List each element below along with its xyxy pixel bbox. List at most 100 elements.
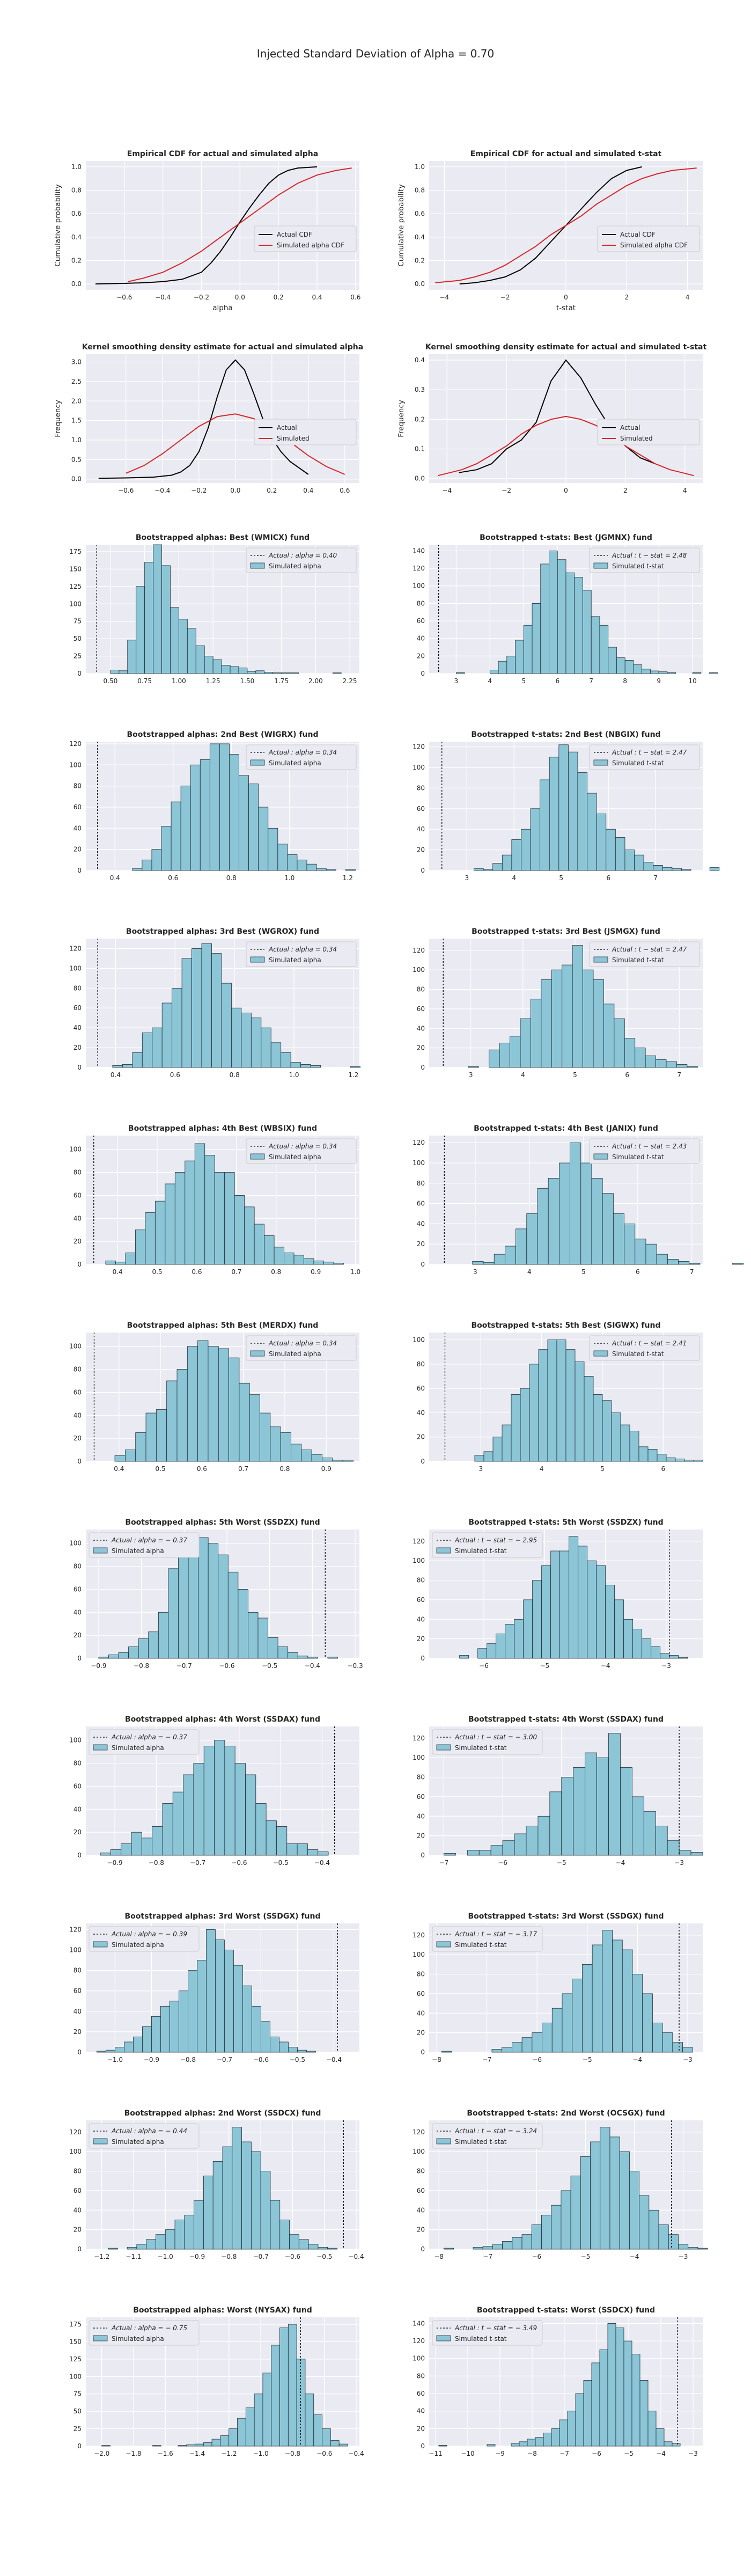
x-tick-label: 0.2 bbox=[267, 487, 277, 494]
histogram-bar bbox=[239, 775, 249, 871]
y-tick-label: 0 bbox=[77, 1851, 82, 1859]
y-axis-label: Cumulative probability bbox=[397, 184, 406, 266]
x-tick-label: 0.2 bbox=[274, 294, 284, 301]
legend-sim-label: Simulated t-stat bbox=[455, 2138, 507, 2146]
legend-box bbox=[246, 1138, 357, 1164]
histogram-bar bbox=[132, 1052, 143, 1068]
histogram-bar bbox=[502, 854, 512, 871]
histogram-bar bbox=[558, 744, 569, 871]
y-tick-label: 0 bbox=[421, 2245, 425, 2253]
histogram-bar bbox=[538, 1349, 548, 1462]
histogram-bar bbox=[506, 655, 516, 674]
histogram-bar bbox=[549, 1791, 562, 1856]
legend-box bbox=[432, 1926, 543, 1952]
histogram-bar bbox=[136, 586, 145, 674]
legend-actual-label: Actual : t − stat = 2.41 bbox=[612, 1340, 687, 1347]
x-tick-label: 4 bbox=[683, 487, 687, 494]
y-tick-label: 80 bbox=[73, 1760, 82, 1767]
histogram-bar bbox=[260, 2171, 271, 2250]
legend-sim-label: Simulated t-stat bbox=[455, 1941, 507, 1949]
histogram-bar bbox=[125, 1450, 136, 1462]
legend-actual-label: Actual : t − stat = − 2.95 bbox=[454, 1536, 537, 1544]
histogram-bar bbox=[455, 672, 465, 674]
legend-sim-label: Simulated alpha bbox=[269, 562, 321, 570]
legend-box bbox=[432, 2123, 543, 2149]
x-tick-label: −0.6 bbox=[116, 294, 132, 301]
histogram-bar bbox=[224, 1172, 235, 1265]
histogram-bar bbox=[251, 2151, 261, 2250]
y-tick-label: 40 bbox=[73, 1024, 82, 1031]
histogram-bar bbox=[203, 1746, 215, 1856]
x-tick-label: 4 bbox=[527, 1268, 532, 1276]
legend-patch bbox=[93, 2138, 108, 2145]
histogram-bar bbox=[114, 1455, 126, 1462]
y-tick-label: 120 bbox=[413, 2128, 425, 2136]
histogram-bar bbox=[105, 1261, 116, 1265]
histogram-bar bbox=[127, 2246, 137, 2250]
histogram-bar bbox=[666, 1061, 677, 1068]
chart-title: Bootstrapped t-stats: 5th Best (SIGWX) f… bbox=[472, 1321, 661, 1330]
x-tick-label: 0.4 bbox=[114, 1465, 124, 1473]
y-tick-label: 25 bbox=[73, 2425, 82, 2433]
histogram-bar bbox=[599, 2350, 608, 2447]
histogram-bar bbox=[642, 669, 651, 674]
subplot-3: Kernel smoothing density estimate for ac… bbox=[32, 343, 376, 521]
histogram-bar bbox=[119, 670, 128, 674]
y-tick-label: 100 bbox=[413, 2355, 425, 2362]
histogram-bar bbox=[145, 1212, 156, 1265]
histogram-bar bbox=[490, 1845, 503, 1856]
histogram-bar bbox=[154, 1201, 166, 1265]
histogram-bar bbox=[195, 645, 205, 674]
chart-title: Bootstrapped t-stats: 4th Best (JANIX) f… bbox=[474, 1124, 658, 1133]
y-tick-label: 80 bbox=[417, 2372, 425, 2380]
legend-sim-label: Simulated alpha bbox=[269, 759, 321, 767]
y-tick-label: 20 bbox=[417, 1433, 425, 1441]
histogram-bar bbox=[672, 2443, 681, 2447]
y-tick-label: 0.5 bbox=[71, 456, 82, 463]
x-tick-label: 0.0 bbox=[235, 294, 245, 301]
histogram-bar bbox=[602, 1400, 612, 1462]
y-tick-label: 60 bbox=[417, 1385, 425, 1392]
histogram-bar bbox=[647, 1448, 658, 1462]
x-tick-label: 1.00 bbox=[172, 677, 186, 685]
histogram-bar bbox=[350, 1066, 360, 1068]
x-tick-label: 1.25 bbox=[206, 677, 220, 685]
histogram-bar bbox=[605, 1585, 615, 1659]
plot-area bbox=[86, 161, 359, 290]
histogram-bar bbox=[572, 945, 583, 1068]
histogram-bar bbox=[515, 640, 524, 674]
legend-box bbox=[589, 547, 700, 573]
legend-box bbox=[254, 225, 357, 252]
histogram-bar bbox=[220, 2435, 230, 2447]
x-tick-label: −10 bbox=[461, 2450, 474, 2457]
histogram-bar bbox=[597, 1757, 609, 1856]
histogram-bar bbox=[327, 1657, 338, 1659]
histogram-bar bbox=[498, 661, 507, 674]
histogram-bar bbox=[643, 1811, 656, 1856]
chart-svg: Bootstrapped t-stats: 3rd Worst (SSDGX) … bbox=[413, 1912, 703, 2063]
histogram-bar bbox=[678, 1657, 688, 1659]
histogram-bar bbox=[131, 1832, 142, 1856]
x-tick-label: 5 bbox=[521, 677, 526, 685]
y-tick-label: 40 bbox=[417, 825, 425, 833]
x-tick-label: 0.8 bbox=[279, 1465, 290, 1473]
x-tick-label: −1.0 bbox=[107, 2056, 123, 2063]
y-tick-label: 25 bbox=[73, 653, 82, 660]
histogram-bar bbox=[478, 1850, 491, 1856]
histogram-bar bbox=[511, 1394, 521, 1462]
x-tick-label: −0.4 bbox=[154, 487, 170, 494]
histogram-bar bbox=[180, 786, 191, 871]
y-tick-label: 40 bbox=[73, 1608, 82, 1616]
histogram-bar bbox=[593, 1394, 603, 1462]
x-tick-label: −0.6 bbox=[253, 2056, 269, 2063]
y-tick-label: 20 bbox=[417, 846, 425, 854]
y-tick-label: 40 bbox=[417, 2206, 425, 2214]
subplot-17: Bootstrapped alphas: 4th Worst (SSDAX) f… bbox=[32, 1715, 376, 1893]
subplot-16: Bootstrapped t-stats: 5th Worst (SSDZX) … bbox=[376, 1518, 719, 1696]
histogram-bar bbox=[709, 672, 718, 674]
x-tick-label: −0.6 bbox=[219, 1662, 234, 1670]
x-tick-label: 1.0 bbox=[289, 1071, 299, 1079]
histogram-bar bbox=[276, 1826, 288, 1856]
histogram-bar bbox=[322, 1458, 333, 1462]
y-tick-label: 40 bbox=[417, 2407, 425, 2415]
